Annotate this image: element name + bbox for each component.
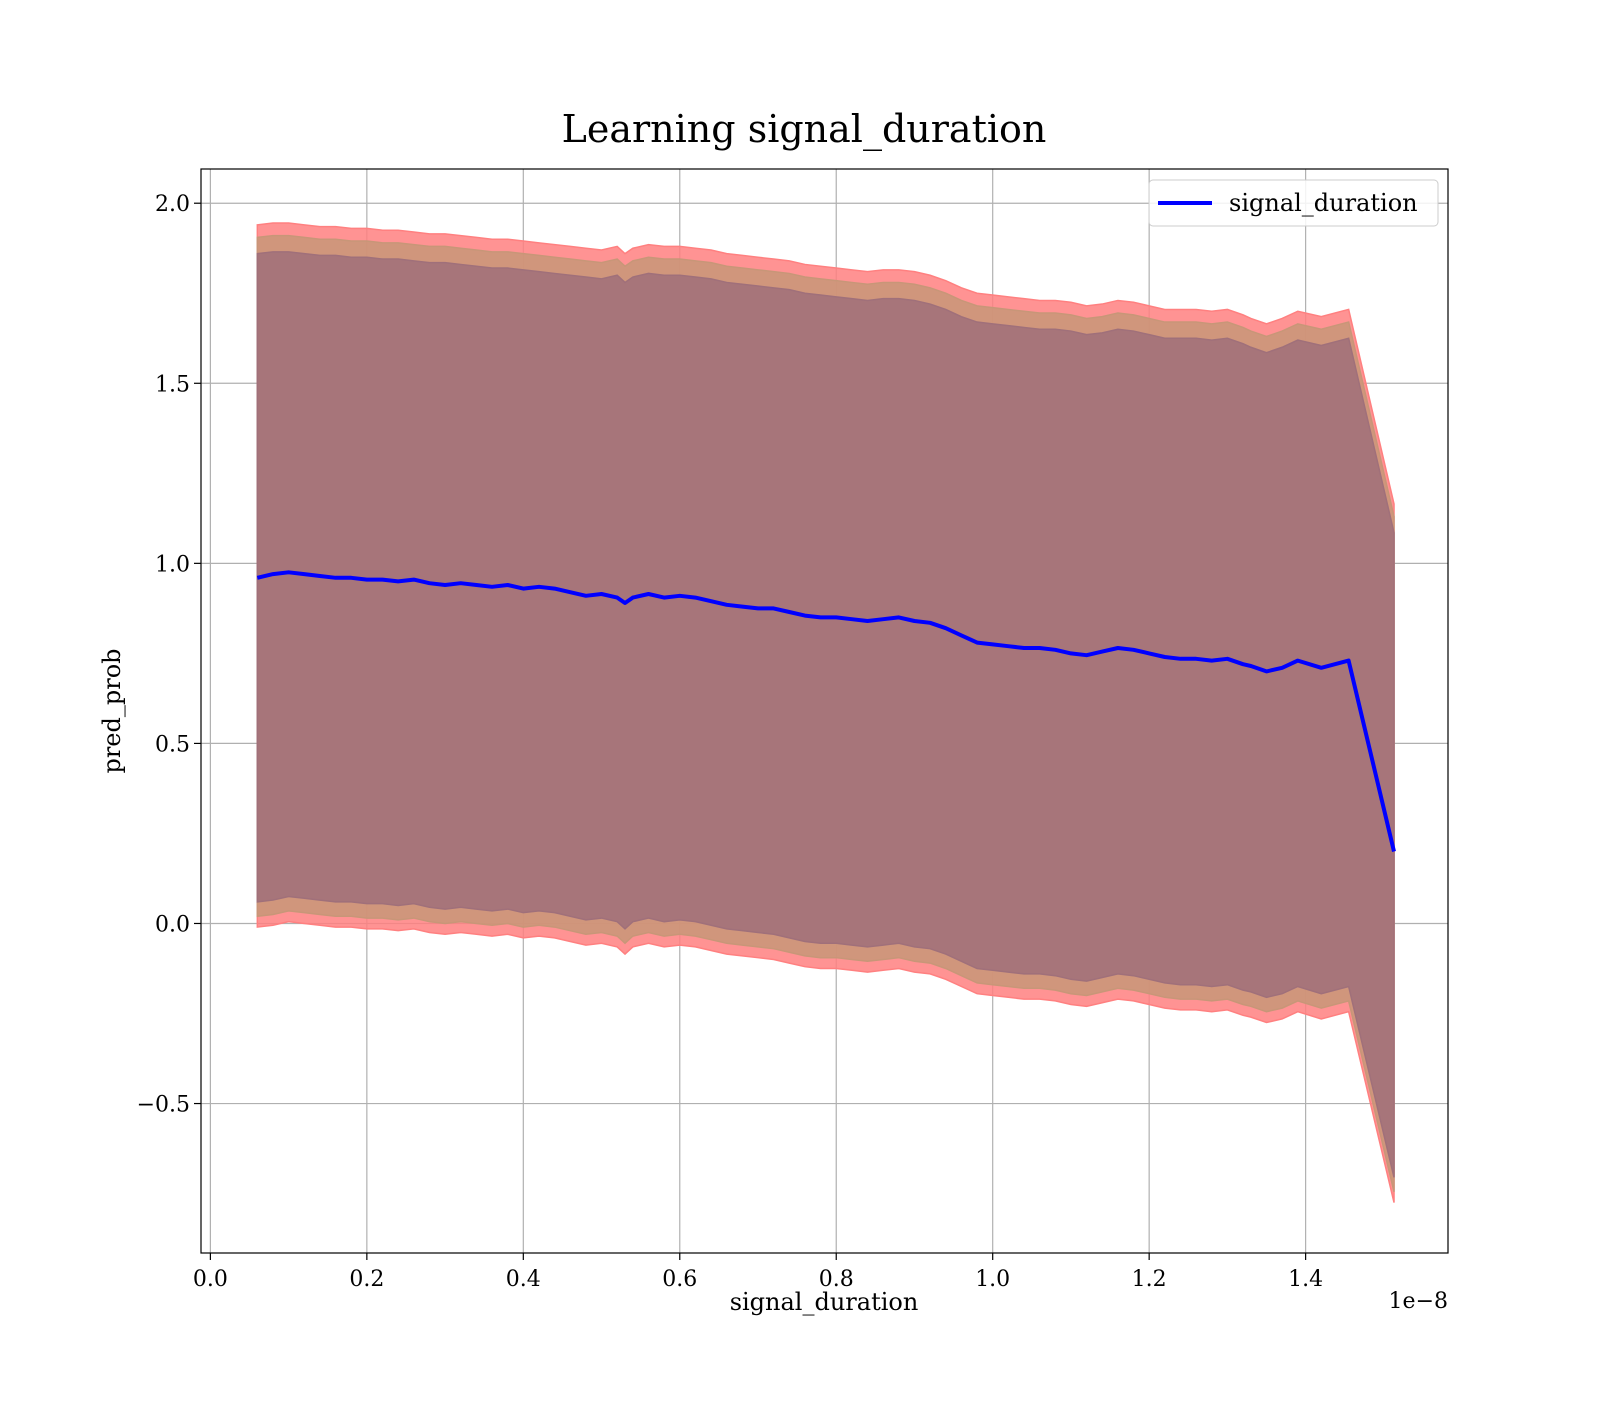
x-tick-label: 0.8 bbox=[819, 1267, 854, 1292]
x-tick-label: 1.0 bbox=[975, 1267, 1010, 1292]
x-tick-label: 0.4 bbox=[506, 1267, 541, 1292]
y-tick-label: 1.5 bbox=[155, 372, 190, 397]
x-tick-label: 0.6 bbox=[662, 1267, 697, 1292]
y-axis-label: pred_prob bbox=[98, 648, 126, 773]
x-axis-label: signal_duration bbox=[730, 1288, 919, 1316]
x-axis-offset-label: 1e−8 bbox=[1389, 1289, 1448, 1314]
band-inner bbox=[256, 251, 1395, 1178]
y-tick-label: 2.0 bbox=[155, 192, 190, 217]
x-tick-label: 0.0 bbox=[193, 1267, 228, 1292]
y-tick-label: 0.5 bbox=[155, 732, 190, 757]
chart-legend: signal_duration bbox=[1148, 179, 1439, 227]
legend-box bbox=[1148, 179, 1439, 227]
axis-ticks: 0.0 0.2 0.4 0.6 0.8 1.0 1.2 1.4 −0.5 0.0 0.5 1.0 1.5… bbox=[137, 192, 1324, 1292]
series-lines bbox=[256, 570, 1396, 852]
plot-frame bbox=[200, 168, 1449, 1254]
chart-title: Learning signal_duration bbox=[562, 107, 1047, 152]
legend-label: signal_duration bbox=[1229, 189, 1418, 217]
series-line-signal-duration bbox=[256, 570, 1396, 852]
x-tick-label: 0.2 bbox=[349, 1267, 384, 1292]
x-tick-label: 1.4 bbox=[1288, 1267, 1323, 1292]
confidence-bands bbox=[256, 222, 1395, 1203]
y-tick-label: 0.0 bbox=[155, 912, 190, 937]
x-tick-label: 1.2 bbox=[1132, 1267, 1167, 1292]
y-tick-label: 1.0 bbox=[155, 552, 190, 577]
y-tick-label: −0.5 bbox=[137, 1093, 190, 1118]
